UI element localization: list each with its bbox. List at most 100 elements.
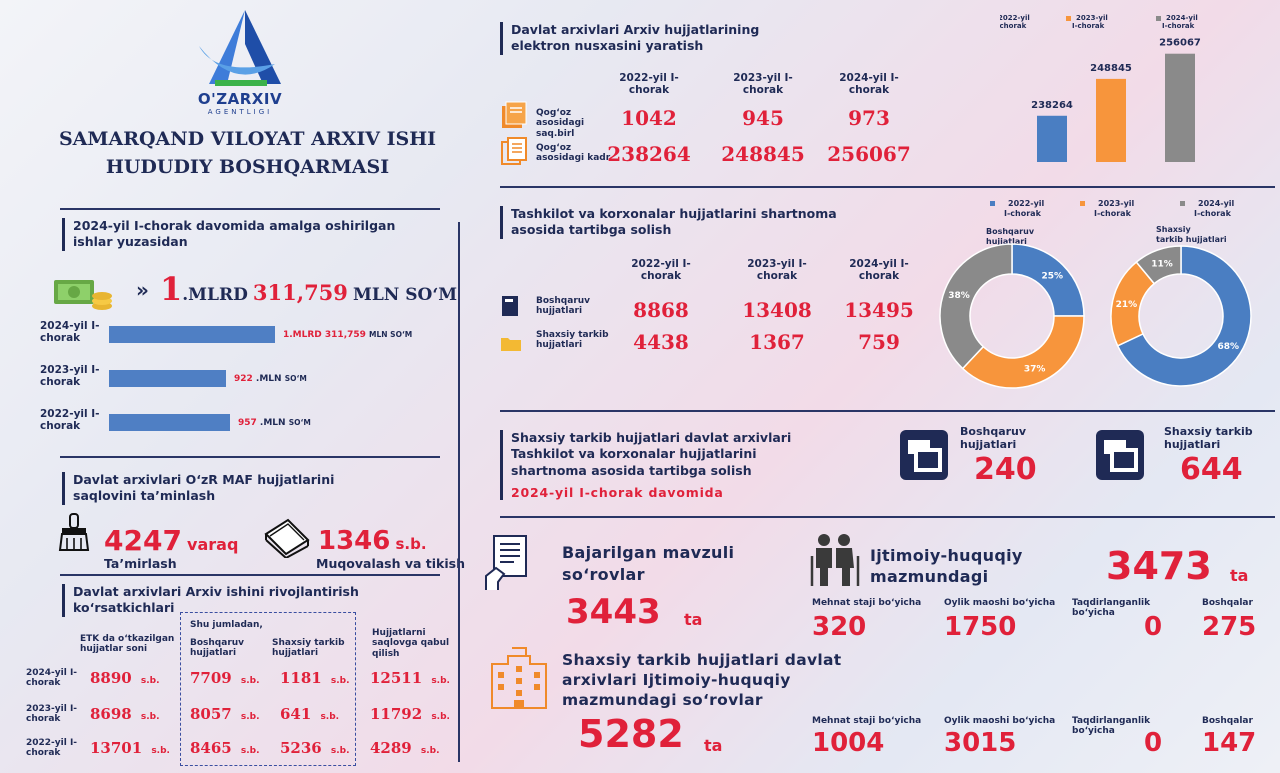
donut-pct-label: 11% (1151, 259, 1173, 269)
page-title-line1: SAMARQAND VILOYAT ARXIV ISHI (58, 128, 437, 150)
bar-value-label: 248845 (1090, 63, 1132, 74)
dev-cell-unit: s.b. (237, 676, 260, 686)
dev-cell-unit: s.b. (327, 676, 350, 686)
pack-value: 1346 (318, 526, 391, 556)
donut-pct-label: 25% (1042, 272, 1064, 282)
requests-title: Bajarilgan mavzuli so‘rovlar (562, 543, 735, 584)
legend-label: I-chorak (1162, 22, 1195, 30)
dev-cell-bosh: 8057 s.b. (190, 704, 260, 723)
revenue-total-b: .MLRD (182, 285, 248, 305)
request-cat-label: Taqdirlanganlik bo‘yicha (1072, 716, 1151, 737)
digital-bar-chart: 2022-yilI-chorak2023-yilI-chorak2024-yil… (1000, 14, 1201, 162)
legend-swatch (1066, 16, 1071, 21)
social-unit: ta (1230, 566, 1249, 585)
contract-row2-value: 1367 (749, 330, 805, 354)
dev-cell-shax: 5236 s.b. (280, 738, 350, 757)
revenue-bar-value-3: MLN SO‘M (369, 330, 413, 339)
dev-cell-unit: s.b. (327, 746, 350, 756)
sub-title: Shaxsiy tarkib hujjatlari davlat arxivla… (562, 651, 842, 710)
contract-row1-label: Boshqaruv hujjatlari (536, 296, 591, 317)
pages-orange-icon (500, 136, 528, 170)
legend-label: 2023-yil (1076, 14, 1108, 22)
repair-label: Ta’mirlash (104, 556, 177, 571)
digital-heading: Davlat arxivlari Arxiv hujjatlarining el… (500, 22, 800, 55)
requests-value: 3443 (566, 592, 661, 632)
legend-swatch (1180, 201, 1185, 206)
digital-col: 2023-yil I-chorak (733, 72, 793, 97)
dev-cell-unit: s.b. (137, 676, 160, 686)
dev-col-incl: Shu jumladan, (190, 620, 263, 630)
dev-cell-value: 8890 (90, 669, 132, 687)
books-icon (262, 512, 312, 562)
sub-value: 5282 (578, 712, 684, 756)
legend-label: 2022-yil (1000, 14, 1030, 22)
donut-title: hujjatlari (986, 237, 1027, 246)
money-icon (52, 274, 114, 314)
digital-col: 2024-yil I-chorak (839, 72, 899, 97)
dev-cell-unit: s.b. (237, 712, 260, 722)
donut-slice (939, 243, 1013, 370)
contract-row1-value: 8868 (633, 298, 689, 322)
dev-cell-value: 13701 (90, 739, 143, 757)
revenue-bar-value-1: 957 (238, 418, 260, 428)
legend-label: 2023-yil (1098, 199, 1135, 208)
pack-unit: s.b. (395, 535, 427, 553)
request-cat-label: Mehnat staji bo‘yicha (812, 598, 922, 608)
dev-included-box (180, 612, 356, 766)
donut-slice (1135, 245, 1182, 285)
dev-row-label: 2022-yil I-chorak (26, 738, 78, 759)
dev-cell-etk: 8890 s.b. (90, 668, 160, 687)
digital-col: 2022-yil I-chorak (619, 72, 679, 97)
legend-label: I-chorak (1094, 209, 1132, 218)
books-orange-icon (500, 100, 528, 134)
page-title: SAMARQAND VILOYAT ARXIV ISHI HUDUDIY BOS… (20, 126, 475, 181)
request-cat-value: 0 (1144, 728, 1163, 758)
revenue-heading: 2024-yil I-chorak davomida amalga oshiri… (62, 218, 412, 251)
bar-value-label: 238264 (1031, 100, 1073, 111)
folders-blue-icon-2 (1092, 426, 1148, 488)
revenue-bar-value-3: SO‘M (284, 374, 307, 383)
logo-brand: O'ZARXIV (197, 90, 283, 108)
legend-label: I-chorak (1194, 209, 1232, 218)
dev-cell-unit: s.b. (237, 746, 260, 756)
dev-col-bosh: Boshqaruv hujjatlari (190, 638, 245, 659)
request-cat-label: Oylik maoshi bo‘yicha (944, 598, 1056, 608)
book-blue-icon (500, 294, 520, 322)
personal-heading-block: Shaxsiy tarkib hujjatlari davlat arxivla… (500, 430, 810, 500)
contract-row1-value: 13408 (742, 298, 812, 322)
dev-row-label: 2023-yil I-chorak (26, 704, 78, 725)
dev-cell-value: 8057 (190, 705, 232, 723)
personal-bosh-value: 240 (974, 452, 1037, 487)
request-cat-label: Taqdirlanganlik bo‘yicha (1072, 598, 1151, 619)
legend-label: 2024-yil (1198, 199, 1235, 208)
personal-period: 2024-yil I-chorak davomida (511, 484, 724, 500)
digital-row2-value: 248845 (721, 142, 805, 166)
digital-row1-value: 1042 (621, 106, 677, 130)
chevron-right-icon: » (136, 278, 149, 302)
request-cat-value: 147 (1202, 728, 1257, 758)
revenue-bar-value-1: 922 (234, 374, 256, 384)
dev-cell-value: 1181 (280, 669, 322, 687)
revenue-total-d: MLN SO‘M (353, 285, 458, 305)
donut-pct-label: 21% (1116, 300, 1138, 310)
dev-cell-unit: s.b. (137, 712, 160, 722)
dev-cell-value: 5236 (280, 739, 322, 757)
donut-pct-label: 38% (948, 291, 970, 301)
dev-heading: Davlat arxivlari Arxiv ishini rivojlanti… (62, 584, 392, 617)
dev-cell-value: 8698 (90, 705, 132, 723)
revenue-bar-value-2: .MLN (255, 374, 285, 384)
repair-unit: varaq (187, 535, 239, 554)
request-cat-value: 320 (812, 612, 867, 642)
dev-cell-value: 7709 (190, 669, 232, 687)
legend-label: I-chorak (1004, 209, 1042, 218)
folder-yellow-icon (500, 334, 522, 356)
contract-row2-label: Shaxsiy tarkib hujjatlari (536, 330, 609, 351)
revenue-total-c: 311,759 (252, 280, 348, 305)
dev-cell-unit: s.b. (428, 676, 450, 686)
revenue-bar-value-group: 957 .MLN SO‘M (238, 418, 311, 428)
personal-bosh-label: Boshqaruv hujjatlari (960, 425, 1027, 451)
social-value: 3473 (1106, 544, 1212, 588)
legend-label: I-chorak (1072, 22, 1105, 30)
dev-col-etk: ETK da o‘tkazilgan hujjatlar soni (80, 634, 175, 655)
contract-col: 2024-yil I-chorak (849, 258, 909, 283)
